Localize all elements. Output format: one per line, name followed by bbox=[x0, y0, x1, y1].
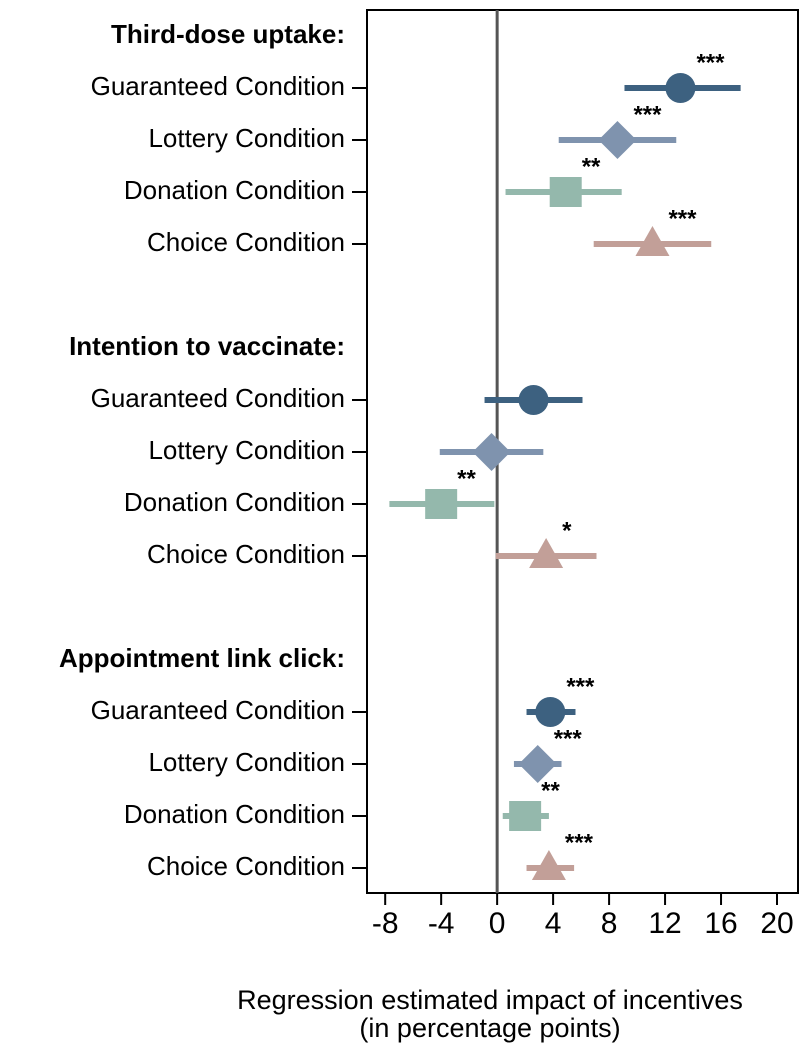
point bbox=[472, 433, 511, 471]
significance-stars: ** bbox=[457, 465, 476, 492]
x-tick-label: -8 bbox=[372, 907, 399, 940]
significance-stars: *** bbox=[696, 49, 725, 76]
x-tick-label: -4 bbox=[428, 907, 455, 940]
row-label: Donation Condition bbox=[124, 799, 345, 829]
point bbox=[598, 121, 637, 159]
significance-stars: *** bbox=[565, 829, 594, 856]
row-label: Guaranteed Condition bbox=[91, 71, 345, 101]
point bbox=[635, 226, 670, 256]
row-label: Donation Condition bbox=[124, 175, 345, 205]
x-tick-label: 8 bbox=[601, 907, 618, 940]
row-label: Choice Condition bbox=[147, 227, 345, 257]
x-tick-label: 0 bbox=[489, 907, 506, 940]
significance-stars: *** bbox=[668, 205, 697, 232]
point bbox=[549, 177, 582, 207]
group-title: Intention to vaccinate: bbox=[69, 331, 345, 361]
x-axis-label: Regression estimated impact of incentive… bbox=[237, 985, 743, 1015]
significance-stars: *** bbox=[554, 725, 583, 752]
x-tick-label: 12 bbox=[648, 907, 681, 940]
row-label: Lottery Condition bbox=[148, 123, 345, 153]
row-label: Choice Condition bbox=[147, 851, 345, 881]
x-tick-label: 16 bbox=[704, 907, 737, 940]
significance-stars: ** bbox=[541, 777, 560, 804]
point bbox=[529, 538, 564, 568]
point bbox=[535, 697, 566, 727]
point bbox=[518, 745, 557, 783]
x-axis-label: (in percentage points) bbox=[359, 1013, 620, 1043]
group-title: Third-dose uptake: bbox=[111, 19, 345, 49]
point bbox=[509, 801, 542, 831]
point bbox=[425, 489, 458, 519]
row-label: Lottery Condition bbox=[148, 435, 345, 465]
row-label: Guaranteed Condition bbox=[91, 695, 345, 725]
row-label: Guaranteed Condition bbox=[91, 383, 345, 413]
significance-stars: *** bbox=[633, 101, 662, 128]
significance-stars: *** bbox=[566, 673, 595, 700]
significance-stars: * bbox=[562, 517, 572, 544]
point bbox=[518, 385, 549, 415]
point bbox=[665, 73, 696, 103]
row-label: Donation Condition bbox=[124, 487, 345, 517]
group-title: Appointment link click: bbox=[59, 643, 345, 673]
x-tick-label: 4 bbox=[545, 907, 562, 940]
significance-stars: ** bbox=[582, 153, 601, 180]
row-label: Choice Condition bbox=[147, 539, 345, 569]
row-label: Lottery Condition bbox=[148, 747, 345, 777]
x-tick-label: 20 bbox=[760, 907, 793, 940]
point bbox=[531, 850, 566, 880]
